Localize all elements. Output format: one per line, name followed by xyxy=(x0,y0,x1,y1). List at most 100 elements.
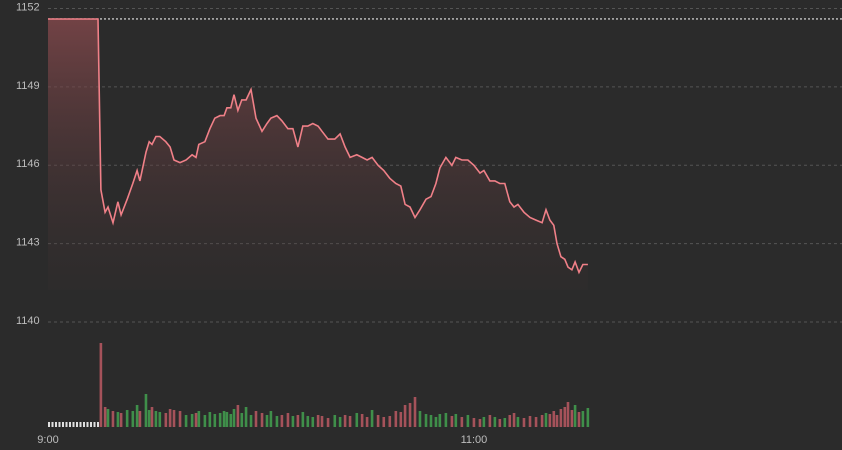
volume-bar xyxy=(403,405,407,427)
volume-bar xyxy=(286,413,290,427)
volume-bar xyxy=(577,412,581,427)
volume-bar xyxy=(488,415,492,427)
volume-bar xyxy=(131,411,135,427)
volume-bar xyxy=(493,417,497,427)
volume-placeholder xyxy=(79,422,82,427)
volume-bar xyxy=(99,343,103,427)
volume-placeholder xyxy=(55,422,57,427)
volume-placeholder xyxy=(93,422,96,427)
volume-bar xyxy=(144,394,148,427)
volume-placeholder xyxy=(58,422,61,427)
volume-bar xyxy=(197,411,201,427)
volume-bar xyxy=(563,407,567,427)
volume-bar xyxy=(222,411,226,427)
volume-bar xyxy=(382,417,386,427)
x-tick-label: 9:00 xyxy=(37,434,58,446)
volume-bar xyxy=(388,416,392,427)
volume-bar xyxy=(229,414,233,427)
x-tick-label: 11:00 xyxy=(461,434,488,446)
volume-bar xyxy=(540,415,544,427)
volume-bar xyxy=(280,415,284,427)
volume-bar xyxy=(429,415,433,427)
volume-bar xyxy=(528,416,532,427)
volume-bar xyxy=(450,416,454,427)
volume-placeholder xyxy=(90,422,92,427)
price-line xyxy=(48,18,588,275)
volume-bar xyxy=(240,413,244,427)
volume-bar xyxy=(552,411,556,427)
volume-bar xyxy=(178,411,182,427)
volume-bar xyxy=(434,417,438,427)
volume-bar xyxy=(555,415,559,427)
volume-bar xyxy=(249,415,253,427)
volume-bar xyxy=(460,417,464,427)
volume-bar xyxy=(534,417,538,427)
volume-bar xyxy=(508,415,512,427)
volume-placeholder xyxy=(72,422,75,427)
volume-bar xyxy=(466,415,470,427)
volume-bar xyxy=(154,411,158,427)
volume-bar xyxy=(399,412,403,427)
volume-bar xyxy=(454,414,458,427)
volume-bar xyxy=(194,413,198,427)
volume-bar xyxy=(244,407,248,427)
volume-bar xyxy=(424,414,428,427)
volume-placeholder xyxy=(83,422,85,427)
volume-bar xyxy=(203,415,207,427)
volume-bar xyxy=(394,411,398,427)
volume-bar xyxy=(408,403,412,427)
volume-bar xyxy=(586,408,590,427)
volume-bar xyxy=(355,413,359,427)
volume-bar xyxy=(326,418,330,427)
volume-bar xyxy=(570,410,574,427)
volume-bar xyxy=(225,412,229,427)
volume-bar xyxy=(482,417,486,427)
volume-bar xyxy=(522,418,526,427)
volume-bar xyxy=(548,414,552,427)
volume-bar xyxy=(106,409,110,427)
volume-bar xyxy=(125,410,129,427)
volume-bar xyxy=(348,416,352,427)
volume-bar xyxy=(296,415,300,427)
volume-bar xyxy=(413,397,417,427)
volume-bar xyxy=(512,413,516,427)
volume-bar xyxy=(320,416,324,427)
volume-bar xyxy=(316,415,320,427)
volume-bar xyxy=(544,413,548,427)
volume-bar xyxy=(370,410,374,427)
volume-bar xyxy=(218,413,222,427)
volume-bar xyxy=(119,413,123,427)
y-tick-label: 1146 xyxy=(16,158,40,170)
volume-placeholder xyxy=(48,422,50,427)
y-tick-label: 1152 xyxy=(16,1,40,13)
volume-bar xyxy=(116,412,120,427)
volume-bar xyxy=(503,418,507,427)
volume-bar xyxy=(260,413,264,427)
y-tick-label: 1140 xyxy=(16,315,40,327)
price-area xyxy=(48,19,588,290)
volume-bar xyxy=(338,417,342,427)
volume-bar xyxy=(438,414,442,427)
volume-bar xyxy=(269,411,273,427)
volume-bar xyxy=(184,415,188,427)
volume-bar xyxy=(301,412,305,427)
volume-bar xyxy=(190,414,194,427)
volume-bar xyxy=(111,411,115,427)
volume-placeholder xyxy=(76,422,78,427)
volume-bar xyxy=(478,419,482,427)
volume-bar xyxy=(172,410,176,427)
volume-bar xyxy=(306,416,310,427)
volume-bar xyxy=(254,411,258,427)
y-tick-label: 1143 xyxy=(16,237,40,249)
volume-placeholder xyxy=(86,422,89,427)
volume-bar xyxy=(343,415,347,427)
volume-bar xyxy=(311,417,315,427)
volume-bar xyxy=(265,415,269,427)
volume-bar xyxy=(566,402,570,427)
volume-bar xyxy=(360,414,364,427)
volume-placeholder xyxy=(62,422,64,427)
volume-bar xyxy=(365,417,369,427)
volume-bar xyxy=(444,413,448,427)
volume-bar xyxy=(138,411,142,427)
